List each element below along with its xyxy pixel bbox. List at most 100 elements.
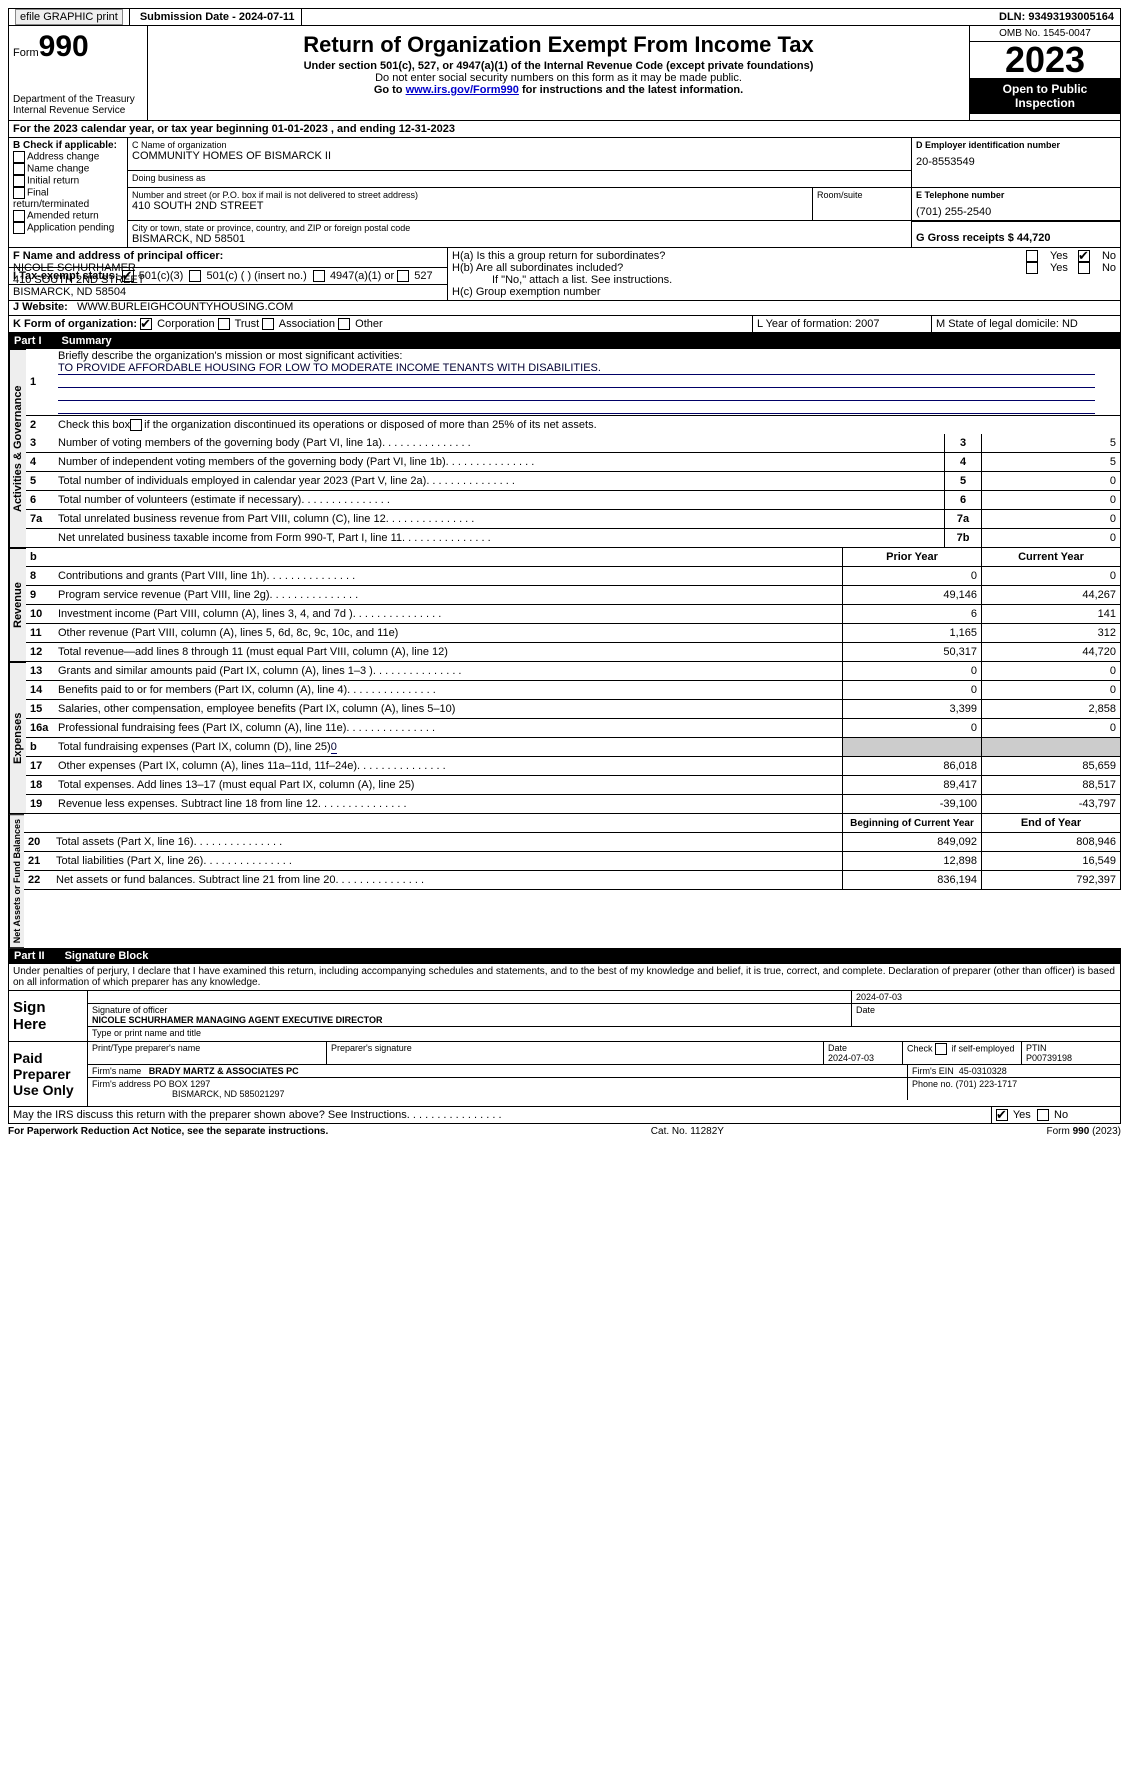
line21: Total liabilities (Part X, line 26) — [52, 852, 842, 870]
form-title: Return of Organization Exempt From Incom… — [152, 32, 965, 58]
discontinued-checkbox[interactable] — [130, 419, 142, 431]
ssn-note: Do not enter social security numbers on … — [152, 72, 965, 84]
hc-label: H(c) Group exemption number — [452, 286, 1116, 298]
website-label: J Website: — [13, 301, 68, 313]
irs-label: Internal Revenue Service — [13, 105, 143, 116]
line13-current: 0 — [981, 662, 1120, 680]
line20: Total assets (Part X, line 16) — [52, 833, 842, 851]
line12-prior: 50,317 — [842, 643, 981, 661]
assoc-checkbox[interactable] — [262, 318, 274, 330]
hb-no-checkbox[interactable] — [1078, 262, 1090, 274]
year-formation: L Year of formation: 2007 — [753, 316, 932, 332]
self-employed: Check if self-employed — [903, 1042, 1022, 1064]
vtab-revenue: Revenue — [9, 548, 26, 662]
amended-checkbox[interactable] — [13, 210, 25, 222]
officer-label: F Name and address of principal officer: — [13, 250, 223, 262]
line18-current: 88,517 — [981, 776, 1120, 794]
line16a: Professional fundraising fees (Part IX, … — [54, 719, 842, 737]
4947-checkbox[interactable] — [313, 270, 325, 282]
line12-current: 44,720 — [981, 643, 1120, 661]
501c3-checkbox[interactable] — [122, 270, 134, 282]
ha-label: H(a) Is this a group return for subordin… — [452, 250, 1016, 262]
dba-label: Doing business as — [128, 170, 911, 185]
mission-text: TO PROVIDE AFFORDABLE HOUSING FOR LOW TO… — [58, 362, 1095, 375]
open-public: Open to Public Inspection — [970, 78, 1120, 114]
tax-exempt-label: I Tax-exempt status: — [13, 270, 119, 282]
ptin-value: P00739198 — [1026, 1053, 1072, 1063]
line11-current: 312 — [981, 624, 1120, 642]
cat-no: Cat. No. 11282Y — [651, 1126, 724, 1137]
line1-label: Briefly describe the organization's miss… — [58, 350, 402, 362]
officer-addr2: BISMARCK, ND 58504 — [13, 286, 126, 298]
ha-yes-checkbox[interactable] — [1026, 250, 1038, 262]
ha-no-checkbox[interactable] — [1078, 250, 1090, 262]
line3: Number of voting members of the governin… — [54, 434, 944, 452]
line15: Salaries, other compensation, employee b… — [54, 700, 842, 718]
hb-yes-checkbox[interactable] — [1026, 262, 1038, 274]
name-change-checkbox[interactable] — [13, 163, 25, 175]
firm-name: BRADY MARTZ & ASSOCIATES PC — [149, 1066, 299, 1076]
end-year-header: End of Year — [981, 814, 1120, 832]
part2-header: Part IISignature Block — [8, 948, 1121, 964]
prior-year-header: Prior Year — [842, 548, 981, 566]
final-return-checkbox[interactable] — [13, 187, 25, 199]
line-a: For the 2023 calendar year, or tax year … — [9, 121, 1120, 137]
discuss-no-checkbox[interactable] — [1037, 1109, 1049, 1121]
tax-year: 2023 — [970, 42, 1120, 78]
line19-prior: -39,100 — [842, 795, 981, 813]
line11-prior: 1,165 — [842, 624, 981, 642]
hb-note: If "No," attach a list. See instructions… — [452, 274, 1116, 286]
dept-treasury: Department of the Treasury — [13, 94, 143, 105]
page-footer: For Paperwork Reduction Act Notice, see … — [8, 1124, 1121, 1137]
line13-prior: 0 — [842, 662, 981, 680]
line17-prior: 86,018 — [842, 757, 981, 775]
trust-checkbox[interactable] — [218, 318, 230, 330]
line3-value: 5 — [981, 434, 1120, 452]
line14-prior: 0 — [842, 681, 981, 699]
app-pending-checkbox[interactable] — [13, 222, 25, 234]
addr-change-checkbox[interactable] — [13, 151, 25, 163]
initial-return-checkbox[interactable] — [13, 175, 25, 187]
sig-date1: 2024-07-03 — [852, 991, 1120, 1003]
officer-signature: NICOLE SCHURHAMER MANAGING AGENT EXECUTI… — [92, 1015, 383, 1025]
website-value: WWW.BURLEIGHCOUNTYHOUSING.COM — [77, 301, 293, 313]
firm-phone: (701) 223-1717 — [956, 1079, 1018, 1089]
line8: Contributions and grants (Part VIII, lin… — [54, 567, 842, 585]
line4: Number of independent voting members of … — [54, 453, 944, 471]
paid-preparer-label: Paid Preparer Use Only — [9, 1042, 88, 1106]
501c-checkbox[interactable] — [189, 270, 201, 282]
line12: Total revenue—add lines 8 through 11 (mu… — [54, 643, 842, 661]
line21-begin: 12,898 — [842, 852, 981, 870]
efile-button[interactable]: efile GRAPHIC print — [15, 9, 123, 25]
room-suite-label: Room/suite — [813, 188, 912, 220]
gross-receipts: G Gross receipts $ 44,720 — [916, 232, 1116, 244]
line22-begin: 836,194 — [842, 871, 981, 889]
line10: Investment income (Part VIII, column (A)… — [54, 605, 842, 623]
entity-block: B Check if applicable: Address change Na… — [8, 138, 1121, 248]
form-ref: Form 990 (2023) — [1047, 1126, 1121, 1137]
org-name: COMMUNITY HOMES OF BISMARCK II — [132, 150, 907, 162]
line19-current: -43,797 — [981, 795, 1120, 813]
corp-checkbox[interactable] — [140, 318, 152, 330]
other-checkbox[interactable] — [338, 318, 350, 330]
self-employed-checkbox[interactable] — [935, 1043, 947, 1055]
ein-label: D Employer identification number — [916, 140, 1116, 150]
line16b: Total fundraising expenses (Part IX, col… — [54, 738, 842, 756]
phone-label: E Telephone number — [916, 190, 1116, 200]
line5: Total number of individuals employed in … — [54, 472, 944, 490]
legal-domicile: M State of legal domicile: ND — [932, 316, 1120, 332]
discuss-yes-checkbox[interactable] — [996, 1109, 1008, 1121]
irs-link[interactable]: www.irs.gov/Form990 — [406, 84, 519, 96]
line4-value: 5 — [981, 453, 1120, 471]
527-checkbox[interactable] — [397, 270, 409, 282]
sign-here-label: Sign Here — [9, 991, 88, 1041]
line18: Total expenses. Add lines 13–17 (must eq… — [54, 776, 842, 794]
prep-date: 2024-07-03 — [828, 1053, 874, 1063]
sign-here-block: Sign Here 2024-07-03 Signature of office… — [8, 991, 1121, 1042]
line14-current: 0 — [981, 681, 1120, 699]
dln: DLN: 93493193005164 — [993, 9, 1120, 25]
line16a-prior: 0 — [842, 719, 981, 737]
firm-addr1: PO BOX 1297 — [153, 1079, 210, 1089]
city-value: BISMARCK, ND 58501 — [132, 233, 907, 245]
line6: Total number of volunteers (estimate if … — [54, 491, 944, 509]
